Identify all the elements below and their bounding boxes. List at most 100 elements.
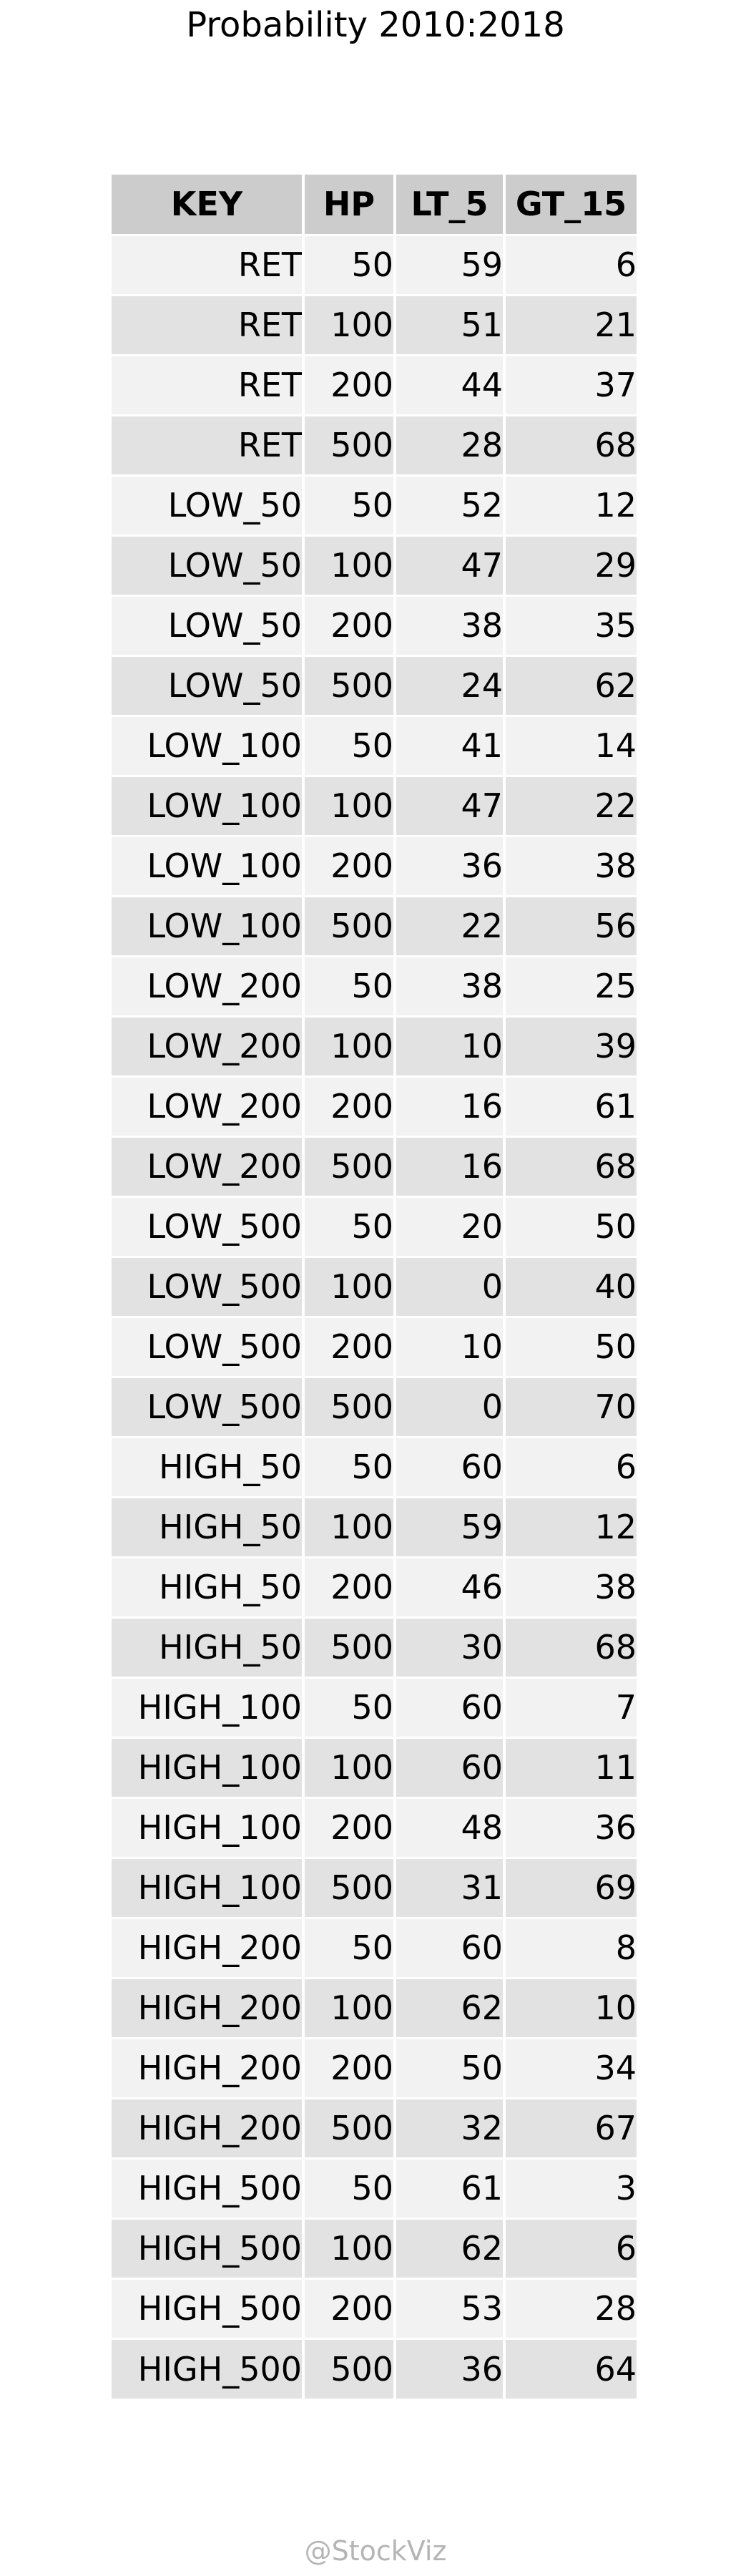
cell-gt15: 25: [503, 955, 637, 1016]
cell-hp: 500: [302, 894, 395, 956]
cell-key: LOW_50: [112, 534, 303, 595]
table-row: LOW_200 500 16 68: [112, 1135, 637, 1196]
cell-key: LOW_500: [112, 1255, 303, 1317]
cell-hp: 200: [302, 594, 395, 655]
cell-key: RET: [112, 353, 303, 415]
cell-hp: 100: [302, 534, 395, 595]
cell-gt15: 50: [503, 1315, 637, 1377]
cell-hp: 50: [302, 233, 395, 295]
cell-key: HIGH_200: [112, 2036, 303, 2098]
table-row: LOW_100 500 22 56: [112, 894, 637, 956]
cell-lt5: 38: [393, 955, 504, 1016]
cell-hp: 200: [302, 1315, 395, 1377]
cell-lt5: 61: [393, 2157, 504, 2218]
cell-gt15: 10: [503, 1976, 637, 2038]
cell-hp: 500: [302, 1616, 395, 1677]
cell-key: LOW_200: [112, 1075, 303, 1136]
cell-lt5: 62: [393, 1976, 504, 2038]
cell-key: LOW_500: [112, 1195, 303, 1257]
cell-key: LOW_50: [112, 474, 303, 535]
cell-key: LOW_100: [112, 714, 303, 776]
cell-lt5: 60: [393, 1676, 504, 1737]
cell-lt5: 59: [393, 233, 504, 295]
cell-gt15: 11: [503, 1736, 637, 1797]
table-row: LOW_100 200 36 38: [112, 834, 637, 896]
chart-title: Probability 2010:2018: [186, 5, 565, 45]
cell-gt15: 40: [503, 1255, 637, 1317]
cell-gt15: 37: [503, 353, 637, 415]
table-row: HIGH_100 100 60 11: [112, 1736, 637, 1797]
table-row: LOW_100 50 41 14: [112, 714, 637, 776]
table-row: HIGH_500 500 36 64: [112, 2337, 637, 2399]
cell-lt5: 0: [393, 1375, 504, 1437]
cell-gt15: 38: [503, 1556, 637, 1617]
table-row: HIGH_200 200 50 34: [112, 2036, 637, 2098]
cell-lt5: 32: [393, 2097, 504, 2158]
cell-key: LOW_200: [112, 1015, 303, 1076]
cell-hp: 200: [302, 2036, 395, 2098]
cell-gt15: 39: [503, 1015, 637, 1076]
cell-lt5: 38: [393, 594, 504, 655]
cell-key: HIGH_50: [112, 1496, 303, 1557]
cell-hp: 50: [302, 2157, 395, 2218]
cell-lt5: 36: [393, 834, 504, 896]
cell-lt5: 52: [393, 474, 504, 535]
cell-gt15: 6: [503, 233, 637, 295]
cell-hp: 100: [302, 293, 395, 355]
cell-key: LOW_100: [112, 894, 303, 956]
column-header-hp: HP: [302, 175, 395, 235]
cell-lt5: 20: [393, 1195, 504, 1257]
table-row: HIGH_200 50 60 8: [112, 1916, 637, 1978]
cell-hp: 50: [302, 955, 395, 1016]
cell-key: HIGH_100: [112, 1856, 303, 1918]
table-row: LOW_200 200 16 61: [112, 1075, 637, 1136]
cell-gt15: 38: [503, 834, 637, 896]
cell-gt15: 61: [503, 1075, 637, 1136]
cell-lt5: 53: [393, 2277, 504, 2338]
cell-lt5: 50: [393, 2036, 504, 2098]
table-row: LOW_200 100 10 39: [112, 1015, 637, 1076]
table-row: RET 100 51 21: [112, 293, 637, 355]
cell-key: LOW_500: [112, 1375, 303, 1437]
cell-key: LOW_200: [112, 955, 303, 1016]
cell-lt5: 60: [393, 1916, 504, 1978]
table-row: HIGH_500 50 61 3: [112, 2157, 637, 2218]
cell-lt5: 16: [393, 1135, 504, 1196]
table-row: LOW_50 500 24 62: [112, 654, 637, 716]
cell-gt15: 6: [503, 2217, 637, 2278]
cell-hp: 50: [302, 474, 395, 535]
cell-key: LOW_200: [112, 1135, 303, 1196]
cell-key: HIGH_100: [112, 1736, 303, 1797]
cell-key: HIGH_50: [112, 1616, 303, 1677]
cell-hp: 500: [302, 414, 395, 475]
cell-gt15: 3: [503, 2157, 637, 2218]
cell-gt15: 35: [503, 594, 637, 655]
cell-hp: 200: [302, 834, 395, 896]
cell-hp: 50: [302, 714, 395, 776]
cell-hp: 50: [302, 1676, 395, 1737]
table-row: LOW_50 200 38 35: [112, 594, 637, 655]
table-row: HIGH_200 100 62 10: [112, 1976, 637, 2038]
cell-lt5: 22: [393, 894, 504, 956]
cell-gt15: 21: [503, 293, 637, 355]
cell-hp: 100: [302, 2217, 395, 2278]
table-row: LOW_200 50 38 25: [112, 955, 637, 1016]
cell-gt15: 50: [503, 1195, 637, 1257]
cell-key: RET: [112, 233, 303, 295]
table-row: LOW_50 50 52 12: [112, 474, 637, 535]
column-header-lt5: LT_5: [393, 175, 504, 235]
cell-lt5: 60: [393, 1435, 504, 1497]
cell-hp: 100: [302, 774, 395, 836]
cell-hp: 200: [302, 1075, 395, 1136]
cell-gt15: 6: [503, 1435, 637, 1497]
cell-lt5: 60: [393, 1736, 504, 1797]
watermark: @StockViz: [304, 2535, 447, 2567]
cell-gt15: 12: [503, 474, 637, 535]
cell-key: HIGH_100: [112, 1796, 303, 1858]
cell-key: RET: [112, 293, 303, 355]
cell-key: HIGH_500: [112, 2337, 303, 2399]
cell-lt5: 0: [393, 1255, 504, 1317]
table-row: LOW_500 50 20 50: [112, 1195, 637, 1257]
cell-lt5: 47: [393, 534, 504, 595]
cell-lt5: 30: [393, 1616, 504, 1677]
